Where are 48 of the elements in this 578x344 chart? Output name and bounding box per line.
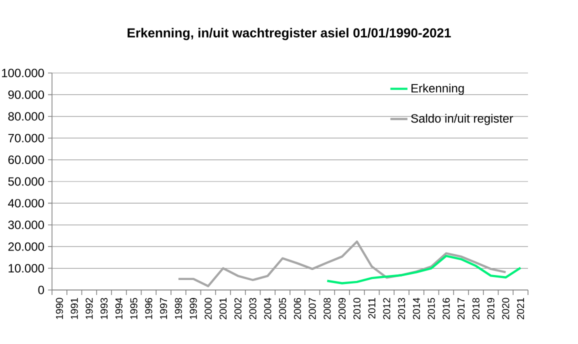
x-tick-label: 2013 xyxy=(398,298,406,320)
y-tick-label: 30.000 xyxy=(8,220,44,230)
y-tick-label: 70.000 xyxy=(8,134,44,142)
y-tick-label: 50.000 xyxy=(8,177,44,186)
y-tick-label: 80.000 xyxy=(8,112,44,121)
legend-label: Saldo in/uit register xyxy=(411,114,514,126)
x-tick-label: 2021 xyxy=(517,298,524,320)
line-series xyxy=(177,240,507,288)
x-tick-label: 2004 xyxy=(264,298,272,320)
x-tick-label: 2010 xyxy=(353,298,360,320)
y-tick-label: 20.000 xyxy=(8,242,44,251)
x-tick-label: 2016 xyxy=(442,298,450,320)
x-tick-label: 2011 xyxy=(368,298,376,319)
x-tick-label: 1998 xyxy=(174,298,182,319)
x-tick-label: 2008 xyxy=(324,298,331,320)
x-tick-label: 1996 xyxy=(145,298,152,319)
x-tick-label: 2009 xyxy=(338,298,346,320)
x-tick-label: 2020 xyxy=(502,298,510,320)
x-tick-label: 1995 xyxy=(130,298,138,319)
x-tick-label: 2015 xyxy=(428,298,435,320)
x-tick-label: 1991 xyxy=(70,298,78,319)
line-series xyxy=(326,254,522,284)
x-tick-label: 2003 xyxy=(249,298,256,320)
x-tick-label: 2017 xyxy=(458,298,465,320)
x-tick-label: 1992 xyxy=(86,298,93,319)
x-tick-label: 2005 xyxy=(279,298,286,320)
x-tick-label: 2000 xyxy=(204,298,212,320)
x-tick-label: 2014 xyxy=(412,298,420,320)
x-tick-label: 1990 xyxy=(56,298,63,319)
y-tick-label: 60.000 xyxy=(8,156,44,164)
x-tick-label: 2018 xyxy=(472,298,480,320)
legend-label: Erkenning xyxy=(412,84,464,95)
x-tick-label: 2001 xyxy=(220,298,227,320)
y-tick-label: 90.000 xyxy=(8,90,44,99)
x-tick-label: 2019 xyxy=(487,298,494,320)
y-tick-label: 0 xyxy=(38,286,44,294)
x-tick-label: 1993 xyxy=(100,298,108,319)
chart-title: Erkenning, in/uit wachtregister asiel 01/01/1990-2021 xyxy=(128,28,451,40)
x-tick-label: 2012 xyxy=(383,298,390,320)
y-tick-label: 100.000 xyxy=(2,68,44,78)
x-tick-label: 1997 xyxy=(160,298,168,319)
x-tick-label: 2002 xyxy=(234,298,242,320)
x-tick-label: 2007 xyxy=(308,298,316,320)
x-tick-label: 1999 xyxy=(190,298,197,319)
x-tick-label: 2006 xyxy=(294,298,301,320)
x-tick-label: 1994 xyxy=(115,298,122,319)
y-tick-label: 10.000 xyxy=(8,264,44,273)
y-tick-label: 40.000 xyxy=(8,198,44,208)
